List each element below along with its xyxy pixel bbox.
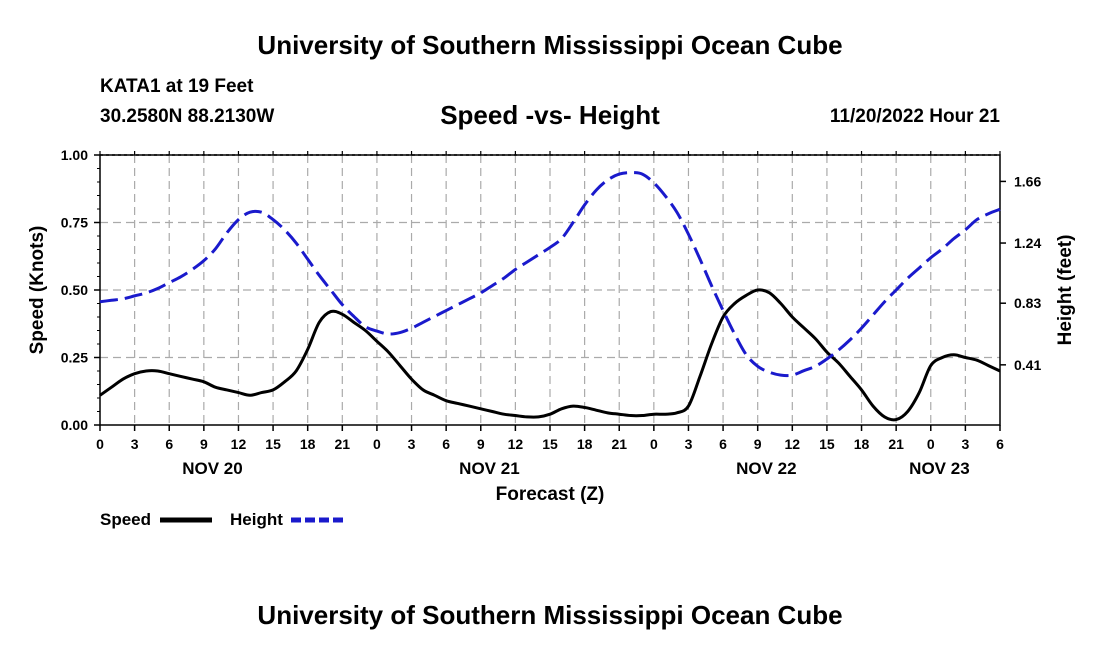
y-left-tick-label: 0.50 (61, 282, 88, 298)
x-tick-label: 18 (577, 436, 593, 452)
y-right-tick-label: 0.83 (1014, 295, 1041, 311)
main-title: University of Southern Mississippi Ocean… (257, 30, 843, 60)
series-line-speed (99, 288, 1001, 422)
x-tick-label: 15 (819, 436, 835, 452)
x-tick-label: 15 (542, 436, 558, 452)
x-tick-label: 9 (477, 436, 485, 452)
x-tick-label: 9 (754, 436, 762, 452)
x-tick-label: 9 (200, 436, 208, 452)
y-axis-left-title: Speed (Knots) (27, 226, 48, 355)
chart-subtitle: Speed -vs- Height (440, 100, 660, 130)
footer-title: University of Southern Mississippi Ocean… (257, 600, 843, 630)
forecast-date: 11/20/2022 Hour 21 (829, 106, 1000, 127)
x-tick-label: 6 (165, 436, 173, 452)
y-left-tick-label: 0.75 (61, 215, 88, 231)
y-right-tick-label: 1.66 (1014, 173, 1041, 189)
y-left-tick-label: 1.00 (61, 147, 88, 163)
x-axis-title: Forecast (Z) (496, 484, 605, 505)
day-label: NOV 22 (736, 459, 796, 478)
day-label: NOV 23 (909, 459, 969, 478)
x-tick-label: 21 (335, 436, 351, 452)
x-tick-label: 0 (373, 436, 381, 452)
x-tick-label: 0 (927, 436, 935, 452)
x-tick-label: 12 (231, 436, 247, 452)
legend-label-speed: Speed (100, 510, 151, 529)
x-tick-label: 18 (300, 436, 316, 452)
x-tick-label: 21 (888, 436, 904, 452)
x-tick-label: 6 (996, 436, 1004, 452)
y-axis-right-title: Height (feet) (1055, 235, 1076, 346)
coordinates-label: 30.2580N 88.2130W (100, 106, 275, 127)
x-tick-label: 3 (961, 436, 969, 452)
x-tick-label: 3 (131, 436, 139, 452)
x-tick-label: 0 (650, 436, 658, 452)
x-tick-label: 15 (265, 436, 281, 452)
station-label: KATA1 at 19 Feet (100, 76, 254, 97)
x-tick-label: 21 (611, 436, 627, 452)
day-label: NOV 21 (459, 459, 519, 478)
day-label: NOV 20 (182, 459, 242, 478)
grid-lines (100, 154, 1000, 425)
x-tick-label: 12 (785, 436, 801, 452)
y-left-tick-label: 0.00 (61, 417, 88, 433)
legend: Speed Height (100, 510, 343, 529)
series-line-height (99, 171, 1001, 378)
x-tick-label: 3 (685, 436, 693, 452)
x-tick-label: 12 (508, 436, 524, 452)
x-tick-label: 6 (442, 436, 450, 452)
y-right-tick-label: 0.41 (1014, 357, 1041, 373)
axis-ticks: 0 3 6 9 12 15 18 21 0 3 6 9 12 15 18 21 0 3 6 9 12 15 18 21 0 3 6N… (61, 147, 1042, 478)
x-tick-label: 3 (408, 436, 416, 452)
y-right-tick-label: 1.24 (1014, 235, 1041, 251)
y-left-tick-label: 0.25 (61, 350, 88, 366)
series-group (99, 171, 1001, 422)
x-tick-label: 6 (719, 436, 727, 452)
x-tick-label: 0 (96, 436, 104, 452)
x-tick-label: 18 (854, 436, 870, 452)
legend-label-height: Height (230, 510, 283, 529)
